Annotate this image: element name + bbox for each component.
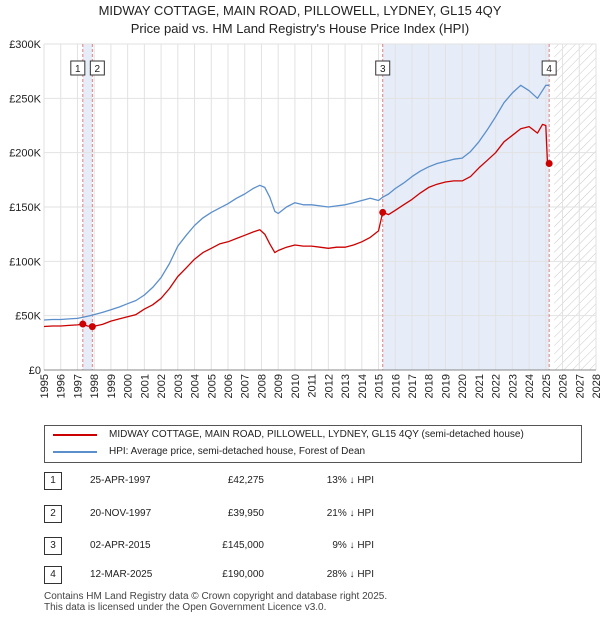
transaction-row: 3 02-APR-2015 £145,000 9% ↓ HPI [44, 537, 584, 555]
x-tick-label: 1995 [39, 374, 51, 398]
marker-label-box [89, 60, 105, 76]
footer-licence: This data is licensed under the Open Gov… [44, 602, 327, 613]
transaction-number: 1 [44, 472, 62, 490]
x-tick-label: 2020 [457, 374, 469, 398]
x-tick-label: 2012 [323, 374, 335, 398]
transaction-marker [379, 208, 387, 216]
transaction-number: 2 [44, 505, 62, 523]
x-tick-label: 2006 [223, 374, 235, 398]
transaction-price: £145,000 [222, 540, 264, 551]
chart-title: MIDWAY COTTAGE, MAIN ROAD, PILLOWELL, LY… [98, 3, 502, 18]
price-chart: 1 2 3 4 £0 £50K £100K £150K £200K £250K £300K 1995… [9, 39, 600, 398]
transaction-date: 25-APR-1997 [90, 475, 151, 486]
y-tick-label: £50K [15, 311, 41, 323]
x-tick-label: 2017 [407, 374, 419, 398]
x-tick-label: 2021 [474, 374, 486, 398]
price-paid-line [43, 123, 550, 328]
x-tick-label: 2027 [574, 374, 586, 398]
x-tick-label: 2026 [558, 374, 570, 398]
transaction-hpi-diff: 28% ↓ HPI [326, 569, 374, 580]
x-tick-label: 2001 [139, 374, 151, 398]
legend-swatch-price [53, 434, 97, 436]
x-tick-label: 1997 [72, 374, 84, 398]
marker-label: 2 [95, 64, 101, 75]
y-tick-label: £300K [9, 39, 41, 51]
x-tick-label: 2019 [440, 374, 452, 398]
legend-label-price: MIDWAY COTTAGE, MAIN ROAD, PILLOWELL, LY… [109, 429, 524, 440]
x-tick-label: 2009 [273, 374, 285, 398]
y-tick-label: £200K [9, 148, 41, 160]
marker-label-box [375, 60, 391, 76]
marker-label: 3 [380, 64, 386, 75]
transaction-marker [545, 160, 553, 168]
x-tick-label: 1998 [89, 374, 101, 398]
transaction-row: 4 12-MAR-2025 £190,000 28% ↓ HPI [44, 566, 584, 584]
transaction-marker [79, 320, 87, 328]
marker-label: 4 [546, 64, 552, 75]
transaction-date: 02-APR-2015 [90, 540, 151, 551]
transaction-row: 1 25-APR-1997 £42,275 13% ↓ HPI [44, 472, 584, 490]
x-tick-label: 2023 [507, 374, 519, 398]
transaction-price: £42,275 [227, 475, 264, 486]
hpi-line [43, 84, 550, 321]
x-tick-label: 2003 [173, 374, 185, 398]
x-tick-label: 2014 [357, 374, 369, 398]
transaction-marker [88, 323, 96, 331]
x-tick-label: 2004 [190, 374, 202, 398]
transaction-row: 2 20-NOV-1997 £39,950 21% ↓ HPI [44, 505, 584, 523]
x-tick-label: 2005 [206, 374, 218, 398]
x-tick-label: 2018 [424, 374, 436, 398]
legend-swatch-hpi [53, 451, 97, 453]
marker-label-box [541, 60, 557, 76]
x-tick-label: 2007 [240, 374, 252, 398]
x-tick-label: 2008 [256, 374, 268, 398]
x-tick-label: 1999 [106, 374, 118, 398]
x-tick-label: 2011 [307, 374, 319, 398]
x-tick-label: 2016 [390, 374, 402, 398]
x-tick-label: 2013 [340, 374, 352, 398]
y-tick-label: £150K [9, 202, 41, 214]
transaction-price: £39,950 [227, 508, 264, 519]
x-tick-label: 2015 [374, 374, 386, 398]
transaction-hpi-diff: 13% ↓ HPI [326, 475, 374, 486]
transaction-price: £190,000 [222, 569, 264, 580]
x-tick-label: 2000 [123, 374, 135, 398]
marker-label: 1 [75, 64, 81, 75]
x-tick-label: 2024 [524, 374, 536, 398]
transaction-date: 12-MAR-2025 [90, 569, 153, 580]
y-tick-label: £0 [29, 365, 41, 377]
transaction-number: 4 [44, 566, 62, 584]
x-tick-label: 2002 [156, 374, 168, 398]
marker-label-box [70, 60, 86, 76]
transaction-number: 3 [44, 537, 62, 555]
x-tick-label: 2025 [541, 374, 553, 398]
legend-label-hpi: HPI: Average price, semi-detached house,… [109, 446, 366, 457]
transaction-hpi-diff: 21% ↓ HPI [326, 508, 374, 519]
transaction-hpi-diff: 9% ↓ HPI [332, 540, 374, 551]
y-tick-label: £100K [9, 256, 41, 268]
x-tick-label: 2028 [591, 374, 600, 398]
x-tick-label: 2022 [491, 374, 503, 398]
transaction-date: 20-NOV-1997 [90, 508, 152, 519]
legend: MIDWAY COTTAGE, MAIN ROAD, PILLOWELL, LY… [44, 425, 582, 463]
chart-subtitle: Price paid vs. HM Land Registry's House … [130, 21, 470, 36]
x-tick-label: 2010 [290, 374, 302, 398]
x-tick-label: 1996 [56, 374, 68, 398]
footer-copyright: Contains HM Land Registry data © Crown c… [44, 591, 388, 602]
y-tick-label: £250K [9, 93, 41, 105]
